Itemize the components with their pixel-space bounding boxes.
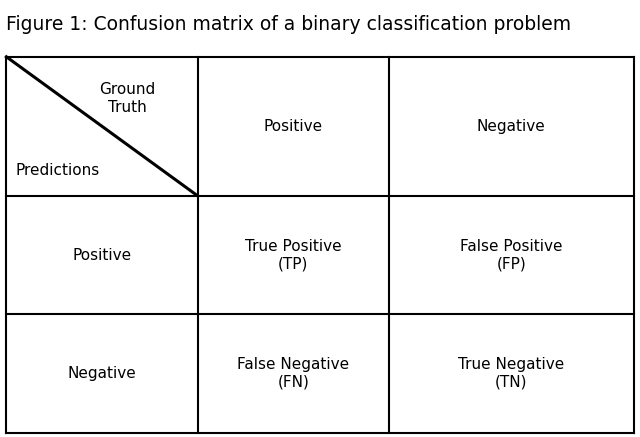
Text: Figure 1: Confusion matrix of a binary classification problem: Figure 1: Confusion matrix of a binary c… xyxy=(6,15,572,34)
Text: True Positive
(TP): True Positive (TP) xyxy=(245,239,342,271)
Text: Negative: Negative xyxy=(68,366,136,381)
Text: True Negative
(TN): True Negative (TN) xyxy=(458,357,564,390)
Text: Positive: Positive xyxy=(72,247,132,263)
Text: Ground
Truth: Ground Truth xyxy=(99,82,155,115)
Text: Negative: Negative xyxy=(477,119,546,134)
Text: Positive: Positive xyxy=(264,119,323,134)
Text: Predictions: Predictions xyxy=(16,163,100,178)
Text: False Negative
(FN): False Negative (FN) xyxy=(237,357,349,390)
Text: False Positive
(FP): False Positive (FP) xyxy=(460,239,563,271)
